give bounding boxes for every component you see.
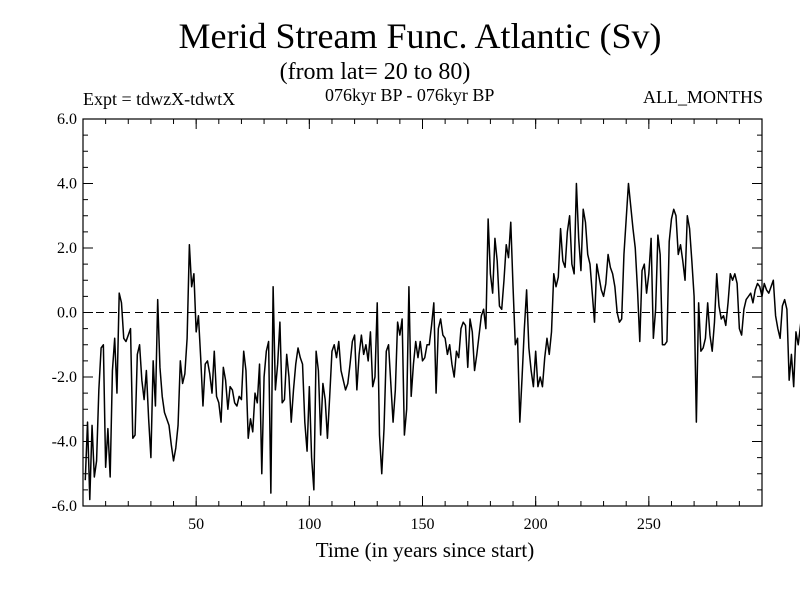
- x-tick-label: 50: [188, 516, 204, 533]
- tick-labels: 50 100 150 200 250 -6.0 -4.0 -2.0 0.0 2.0 4.0 6.0: [52, 111, 661, 533]
- y-tick-label: -2.0: [52, 369, 77, 386]
- y-tick-label: 6.0: [57, 111, 77, 128]
- x-tick-label: 100: [297, 516, 321, 533]
- experiment-label: Expt = tdwzX-tdwtX: [83, 89, 236, 109]
- x-tick-label: 250: [637, 516, 661, 533]
- x-tick-label: 150: [411, 516, 435, 533]
- plot-frame: [82, 118, 763, 507]
- y-tick-label: 0.0: [57, 305, 77, 322]
- x-tick-label: 200: [524, 516, 548, 533]
- months-label: ALL_MONTHS: [643, 87, 763, 107]
- y-tick-label: -6.0: [52, 498, 77, 515]
- period-label: 076kyr BP - 076kyr BP: [325, 85, 495, 105]
- y-tick-label: 2.0: [57, 240, 77, 257]
- y-tick-label: 4.0: [57, 176, 77, 193]
- series-line: [84, 182, 800, 501]
- x-axis-label: Time (in years since start): [315, 538, 535, 562]
- y-tick-label: -4.0: [52, 434, 77, 451]
- chart-subtitle: (from lat= 20 to 80): [279, 59, 471, 85]
- chart-title: Merid Stream Func. Atlantic (Sv): [178, 16, 662, 56]
